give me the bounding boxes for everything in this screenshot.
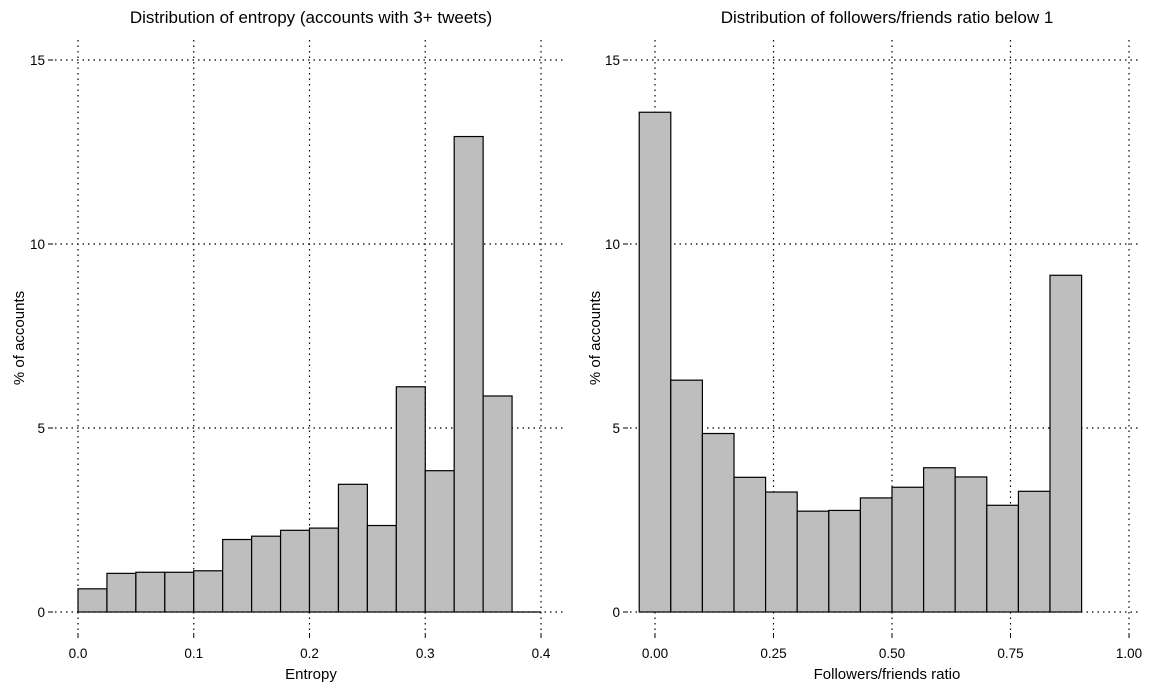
histogram-bar — [366, 524, 397, 613]
histogram-bar — [135, 571, 166, 613]
y-tick-label: 0 — [37, 605, 45, 620]
y-axis-label: % of accounts — [587, 291, 604, 385]
y-tick-label: 0 — [612, 605, 620, 620]
histogram-bar — [106, 572, 137, 613]
histogram-bar — [733, 476, 767, 613]
histogram-bar — [1017, 490, 1051, 613]
chart-title: Distribution of followers/friends ratio … — [721, 8, 1054, 27]
histogram-bar — [670, 379, 703, 613]
axis-ticks: 0.00 0.25 0.50 0.75 1.00 0 5 10 15 — [605, 53, 1142, 661]
histogram-bar — [251, 535, 282, 613]
histogram-bar — [279, 529, 311, 613]
y-tick-label: 10 — [30, 237, 45, 252]
y-tick-label: 10 — [605, 237, 620, 252]
histogram-bar — [923, 467, 956, 613]
ratio-histogram-panel: Distribution of followers/friends ratio … — [587, 8, 1142, 683]
histogram-bar — [453, 135, 484, 613]
histogram-bar — [77, 588, 108, 613]
y-tick-label: 5 — [612, 421, 620, 436]
histogram-bar — [828, 509, 861, 613]
x-tick-label: 1.00 — [1116, 646, 1142, 661]
x-axis-label: Entropy — [285, 666, 337, 683]
x-tick-label: 0.00 — [642, 646, 668, 661]
histogram-bar — [424, 470, 455, 613]
axis-ticks: 0.0 0.1 0.2 0.3 0.4 0 5 10 15 — [30, 53, 551, 661]
histogram-bar — [395, 386, 426, 613]
bars — [77, 135, 541, 613]
x-tick-label: 0.4 — [532, 646, 551, 661]
chart-title: Distribution of entropy (accounts with 3… — [130, 8, 492, 27]
histogram-bar — [764, 491, 798, 613]
y-tick-label: 15 — [30, 53, 45, 68]
histogram-bar — [222, 538, 253, 613]
x-tick-label: 0.1 — [184, 646, 203, 661]
x-tick-label: 0.2 — [300, 646, 319, 661]
bars — [638, 111, 1083, 613]
histogram-bar — [1049, 274, 1083, 613]
histogram-bar — [193, 570, 224, 613]
histogram-bar — [796, 510, 830, 613]
y-axis-label: % of accounts — [11, 291, 28, 385]
y-tick-label: 15 — [605, 53, 620, 68]
y-tick-label: 5 — [37, 421, 45, 436]
histogram-bar — [986, 504, 1020, 613]
histogram-bar — [482, 395, 513, 613]
x-tick-label: 0.3 — [416, 646, 435, 661]
histogram-bar — [308, 527, 340, 613]
histogram-bar — [164, 571, 195, 613]
x-tick-label: 0.75 — [997, 646, 1023, 661]
x-tick-label: 0.50 — [879, 646, 905, 661]
x-tick-label: 0.25 — [760, 646, 786, 661]
histogram-bar — [859, 497, 893, 613]
histogram-bar — [701, 432, 735, 613]
histogram-bar — [891, 486, 925, 613]
histogram-bar — [954, 476, 988, 613]
x-axis-label: Followers/friends ratio — [814, 666, 961, 683]
entropy-histogram-panel: Distribution of entropy (accounts with 3… — [11, 8, 566, 683]
x-tick-label: 0.0 — [69, 646, 88, 661]
histogram-bar — [638, 111, 672, 613]
histogram-bar — [337, 483, 368, 613]
